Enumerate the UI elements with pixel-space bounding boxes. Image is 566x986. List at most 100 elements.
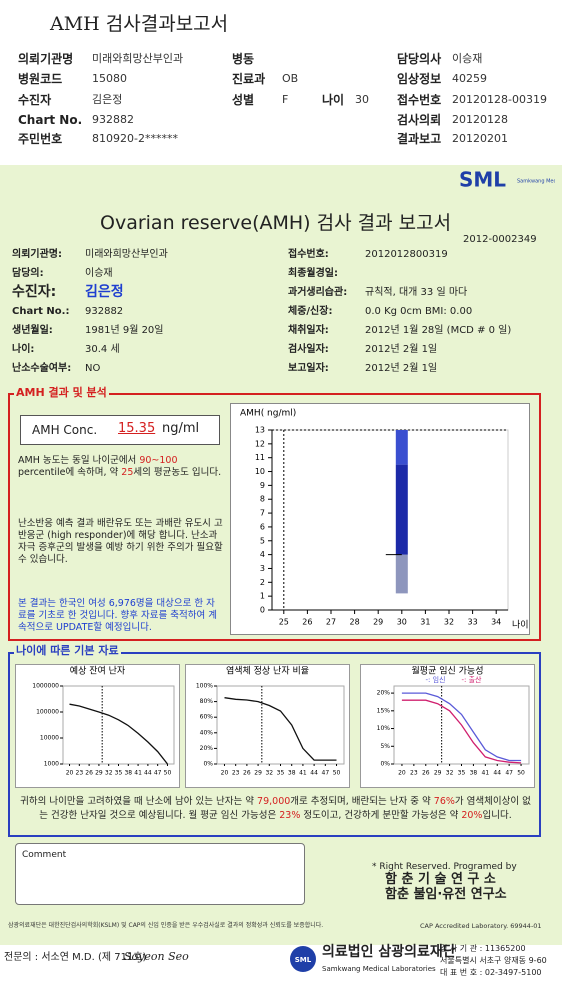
info-value: 30.4 세 (85, 344, 120, 355)
info-value: 2012년 1월 28일 (MCD # 0 일) (365, 325, 512, 336)
text-run: 난소반응 예측 결과 배란유도 또는 과배란 유도시 고반응군 (high re… (18, 518, 223, 565)
x-tick-label: 32 (444, 618, 454, 627)
x-tick-label: 27 (326, 618, 336, 627)
x-tick-label: 41 (134, 770, 142, 777)
info-label: 보고일자: (288, 363, 329, 374)
field-value: 40259 (452, 72, 487, 85)
doc-title: AMH 검사결과보고서 (50, 13, 229, 35)
logo: SML Samkwang Medical Laboratories (459, 168, 555, 192)
y-tick-label: 80% (200, 698, 214, 705)
conc-unit: ng/ml (162, 421, 200, 436)
mini-chart: 예상 잔여 난자 1000000 100000 10000 1000 20 23 26 29 32… (15, 664, 180, 788)
x-tick-label: 38 (470, 770, 478, 777)
x-tick-label: 26 (302, 618, 312, 627)
field-value: F (282, 93, 289, 106)
x-tick-label: 35 (277, 770, 285, 777)
analysis-box (8, 393, 541, 641)
info-label: 담당의: (12, 268, 44, 279)
x-tick-label: 35 (458, 770, 466, 777)
basics-box (8, 652, 541, 837)
y-tick-label: 13 (255, 426, 265, 435)
field-label: 병원코드 (18, 72, 63, 86)
field-value: 810920-2****** (92, 132, 178, 145)
notice: 삼광의료재단은 대한진단검사의학회(KSLM) 및 CAP의 신입 인증을 받은… (8, 922, 324, 929)
info-label: 접수번호: (288, 249, 329, 260)
x-axis-title: 나이 (512, 620, 529, 631)
bar-segment (395, 430, 408, 465)
panel (185, 664, 350, 788)
field-value: 이승재 (452, 52, 483, 65)
highlight: 20% (461, 810, 483, 821)
info-label: 최종월경일: (288, 268, 338, 279)
field-label: 주민번호 (18, 132, 63, 146)
bar-segment (395, 554, 408, 594)
logo-text: SML (295, 956, 312, 964)
conc-label: AMH Conc. (32, 423, 98, 437)
y-tick-label: 20% (200, 745, 214, 752)
series-line (224, 697, 337, 761)
info-value: 2012년 2월 1일 (365, 363, 438, 374)
series-line (401, 699, 522, 764)
logo-text: SML (459, 168, 506, 192)
x-tick-label: 25 (279, 618, 289, 627)
y-tick-label: 7 (260, 509, 265, 518)
highlight: 23% (279, 810, 301, 821)
legend-entry: -: 임신 (426, 675, 446, 684)
info-label: Chart No.: (12, 306, 70, 317)
field-label: 검사의뢰 (397, 113, 442, 127)
contact: 대 표 번 호 : 02-3497-5100 (440, 968, 542, 977)
y-tick-label: 2 (260, 578, 265, 587)
info-label: 검사일자: (288, 344, 329, 355)
x-tick-label: 35 (115, 770, 123, 777)
paragraph: 본 결과는 한국인 여성 6,976명을 대상으로 한 자료를 기초로 한 것입… (18, 598, 223, 634)
x-tick-label: 38 (124, 770, 132, 777)
legend-entry: -: 출산 (462, 675, 483, 684)
x-tick-label: 44 (310, 770, 318, 777)
x-tick-label: 30 (397, 618, 407, 627)
highlight: 90~100 (139, 455, 178, 466)
field-label: Chart No. (18, 113, 83, 127)
x-tick-label: 26 (85, 770, 93, 777)
section-title: AMH 결과 및 분석 (14, 386, 109, 400)
paragraph: AMH 농도는 동일 나이군에서 90~100 percentile에 속하며,… (18, 455, 223, 479)
x-tick-label: 32 (446, 770, 454, 777)
org-name: 의료법인 삼광의료재단 (322, 944, 456, 960)
info-value: 1981년 9월 20일 (85, 325, 164, 336)
text-run: 입니다. (482, 810, 512, 821)
x-tick-label: 20 (66, 770, 74, 777)
x-tick-label: 47 (322, 770, 330, 777)
info-value: NO (85, 363, 101, 374)
x-tick-label: 23 (410, 770, 418, 777)
y-tick-label: 6 (260, 522, 265, 531)
comment-box (15, 843, 305, 905)
y-axis-title: AMH( ng/ml) (240, 409, 296, 419)
info-label: 과거생리습관: (288, 287, 348, 298)
x-tick-label: 41 (299, 770, 307, 777)
conc-value: 15.35 (118, 421, 156, 436)
text-run: 본 결과는 한국인 여성 6,976명을 대상으로 한 자료를 기초로 한 것입… (18, 598, 217, 633)
info-label: 의뢰기관명: (12, 249, 62, 260)
y-tick-label: 12 (255, 439, 265, 448)
field-value: 20120201 (452, 132, 508, 145)
x-tick-label: 29 (95, 770, 103, 777)
x-tick-label: 29 (373, 618, 383, 627)
contact: 서울특별시 서초구 양재동 9-60 (440, 956, 547, 965)
info-value: 규칙적, 대개 33 일 마다 (365, 287, 468, 298)
y-tick-label: 0 (260, 606, 265, 615)
x-tick-label: 23 (76, 770, 84, 777)
text-run: 정도이고, 건강하게 분만할 가능성은 약 (300, 810, 462, 821)
x-tick-label: 44 (144, 770, 152, 777)
field-label: 나이 (322, 93, 345, 107)
x-tick-label: 23 (232, 770, 240, 777)
highlight: 76% (433, 796, 455, 807)
x-tick-label: 20 (398, 770, 406, 777)
chart-frame (230, 403, 530, 635)
highlight: 79,000 (257, 796, 291, 807)
field-label: 의뢰기관명 (18, 52, 74, 66)
signature: Soyeon Seo (124, 950, 189, 963)
text-run: percentile에 속하며, 약 (18, 467, 122, 478)
text-run: 귀하의 나이만을 고려하였을 때 난소에 남아 있는 난자는 약 (20, 796, 258, 807)
info-label: 채취일자: (288, 325, 329, 336)
logo-sub: Samkwang Medical Laboratories (517, 179, 555, 185)
field-value: 미래와희망산부인과 (92, 52, 184, 65)
